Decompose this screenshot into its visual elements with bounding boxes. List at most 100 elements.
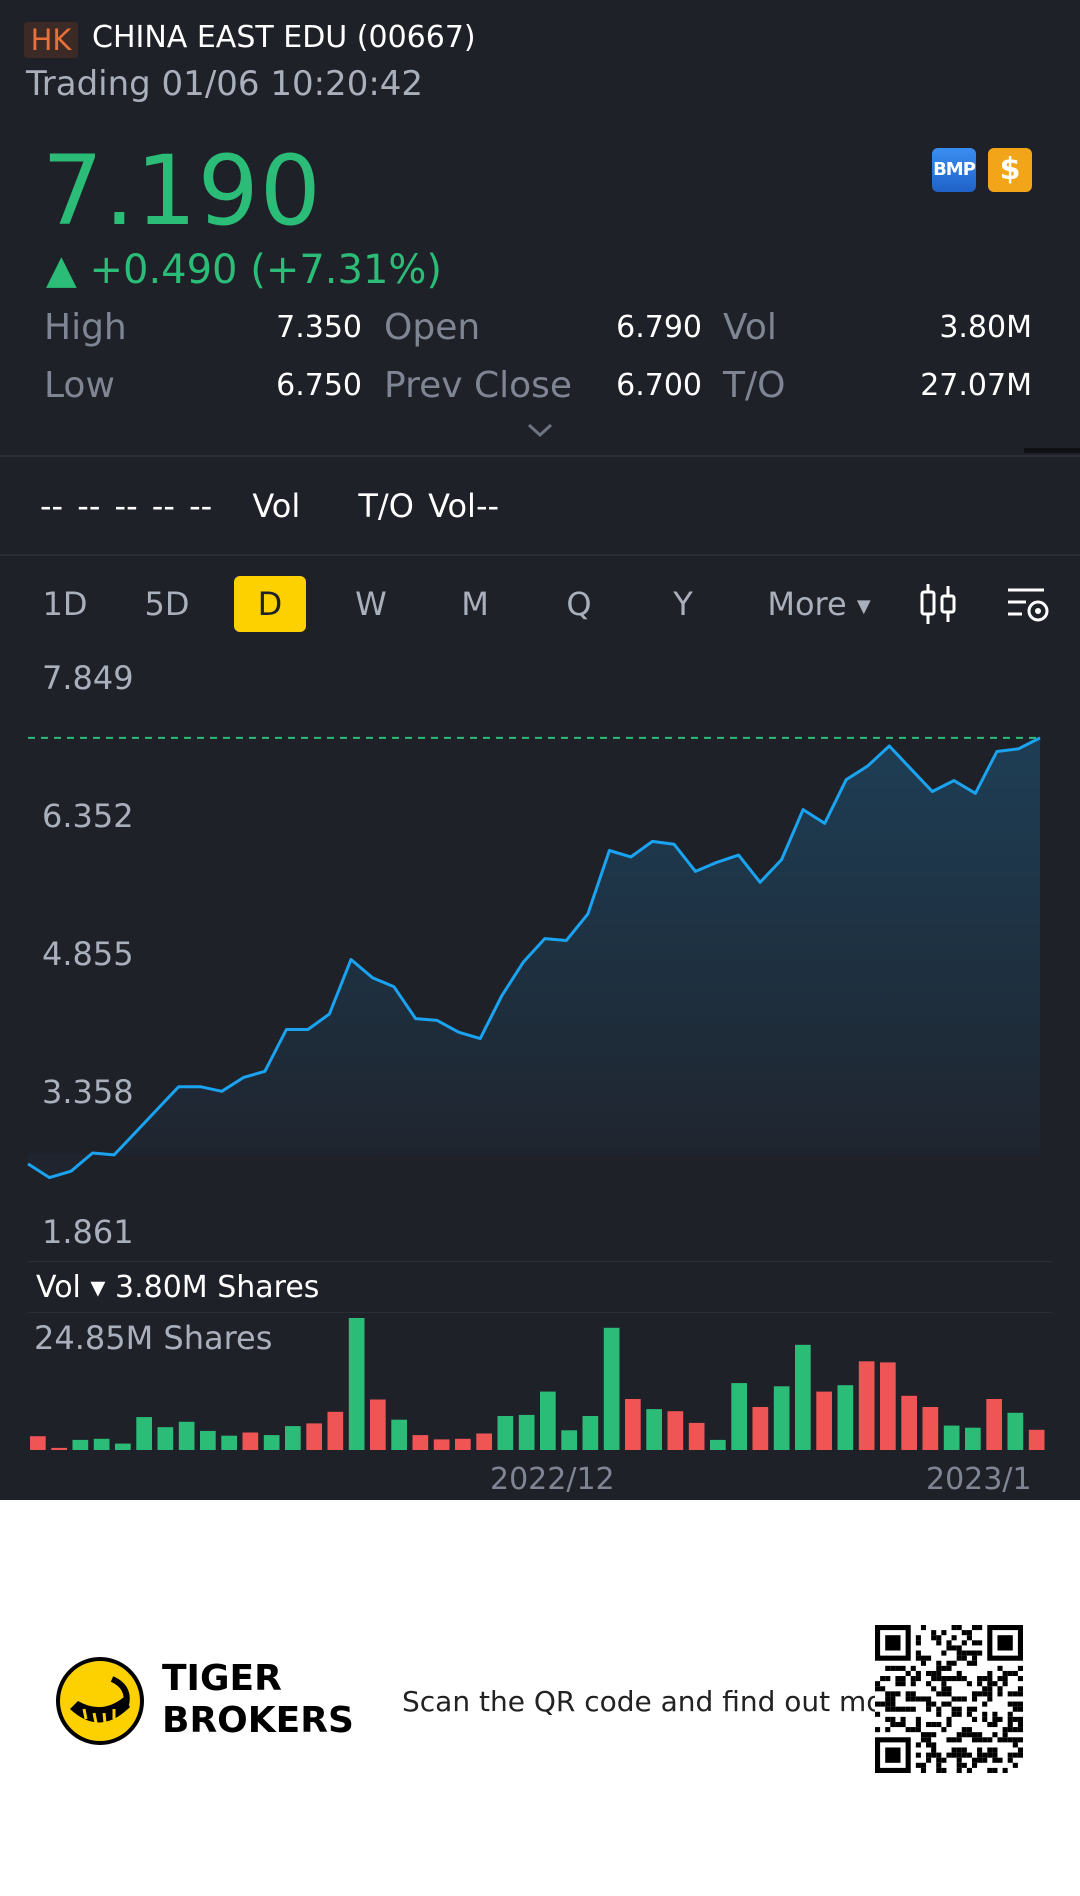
y-tick-label: 3.358 <box>42 1073 134 1111</box>
volume-bar <box>391 1419 407 1450</box>
y-tick-label: 7.849 <box>42 659 134 697</box>
divider <box>0 554 1080 556</box>
volume-bar <box>221 1435 237 1450</box>
price-area-fill <box>28 737 1040 1178</box>
tab-y[interactable]: Y <box>673 585 693 623</box>
volume-bar <box>157 1427 174 1450</box>
tiger-logo <box>56 1657 144 1745</box>
brand-line-1: TIGER <box>162 1658 282 1699</box>
volume-bar <box>795 1344 811 1450</box>
volume-bar <box>327 1411 344 1450</box>
volume-bar <box>837 1385 854 1450</box>
brand-line-2: BROKERS <box>162 1700 354 1741</box>
volume-bar <box>646 1409 662 1450</box>
turnover-label: T/O <box>723 365 786 406</box>
open-value: 6.790 <box>616 310 702 345</box>
volume-bar <box>30 1436 46 1450</box>
scan-prompt: Scan the QR code and find out more <box>402 1685 912 1718</box>
volume-bar <box>242 1432 259 1450</box>
candlestick-icon[interactable] <box>914 580 962 628</box>
volume-bar <box>285 1426 301 1450</box>
low-label: Low <box>44 365 115 406</box>
volume-bar <box>518 1414 535 1450</box>
volume-bar <box>200 1430 216 1450</box>
ma-placeholders: -- -- -- -- -- <box>40 487 213 525</box>
volume-bar <box>625 1399 641 1450</box>
trading-status: Trading 01/06 10:20:42 <box>26 64 424 104</box>
prev-close-value: 6.700 <box>616 368 702 403</box>
volume-bar <box>688 1422 705 1450</box>
volume-bar <box>561 1430 577 1450</box>
chart-settings-icon[interactable] <box>1004 580 1052 628</box>
tab-m[interactable]: M <box>461 585 489 623</box>
volume-bar <box>731 1383 747 1450</box>
y-tick-label: 1.861 <box>42 1213 134 1251</box>
volume-bar-chart[interactable] <box>0 1310 1080 1460</box>
dollar-icon[interactable]: $ <box>988 148 1032 192</box>
tab-q[interactable]: Q <box>566 585 592 623</box>
divider <box>28 1261 1052 1262</box>
indicator-vol: Vol <box>252 487 301 525</box>
volume-bar <box>1007 1412 1024 1450</box>
tab-5d[interactable]: 5D <box>144 585 190 623</box>
high-value: 7.350 <box>276 310 362 345</box>
volume-bar <box>93 1438 110 1450</box>
brand-name: TIGER BROKERS <box>162 1658 354 1742</box>
volume-bar <box>752 1407 769 1450</box>
divider <box>28 1312 1052 1313</box>
prev-close-label: Prev Close <box>384 365 573 406</box>
volume-bar <box>667 1411 684 1450</box>
volume-bar <box>306 1423 322 1450</box>
volume-bar <box>348 1318 365 1450</box>
volume-bar <box>263 1435 280 1450</box>
volume-bar <box>51 1447 67 1450</box>
indicator-to-vol: T/O Vol-- <box>358 487 500 525</box>
volume-bar <box>412 1435 429 1450</box>
scroll-indicator <box>1024 448 1080 453</box>
price-series-line <box>27 736 1041 1180</box>
last-price: 7.190 <box>42 135 322 247</box>
y-tick-label: 6.352 <box>42 797 134 835</box>
volume-bar <box>603 1327 620 1450</box>
x-tick-label: 2022/12 <box>490 1462 615 1497</box>
volume-bar <box>710 1439 726 1450</box>
price-line-chart[interactable] <box>0 600 1080 1260</box>
volume-bar <box>540 1391 556 1450</box>
volume-bar <box>178 1421 195 1450</box>
volume-bar <box>476 1433 492 1450</box>
indicator-row[interactable]: -- -- -- -- -- Vol T/O Vol-- <box>40 482 499 530</box>
caret-down-icon: ▼ <box>856 596 871 617</box>
volume-bar <box>582 1416 599 1450</box>
tab-more[interactable]: More ▼ <box>754 576 884 632</box>
stock-quote-screen: HK CHINA EAST EDU (00667) Trading 01/06 … <box>0 0 1080 1500</box>
volume-bar <box>943 1425 960 1450</box>
stock-name: CHINA EAST EDU (00667) <box>92 20 476 55</box>
bmp-icon[interactable]: BMP <box>932 148 976 192</box>
divider <box>0 455 1080 457</box>
vol-label: Vol <box>723 307 777 348</box>
x-tick-label: 2023/1 <box>926 1462 1032 1497</box>
volume-bar <box>880 1362 896 1450</box>
volume-bar <box>455 1438 471 1450</box>
volume-bar <box>497 1416 514 1450</box>
volume-header[interactable]: Vol ▾ 3.80M Shares <box>36 1270 320 1305</box>
open-label: Open <box>384 307 481 348</box>
volume-bar <box>816 1391 832 1450</box>
volume-bar <box>858 1361 875 1450</box>
chevron-down-icon[interactable] <box>526 418 554 442</box>
market-badge: HK <box>24 22 78 58</box>
volume-bar <box>986 1399 1002 1450</box>
turnover-value: 27.07M <box>920 368 1032 403</box>
vol-value: 3.80M <box>939 310 1032 345</box>
volume-bar <box>1028 1429 1045 1450</box>
qr-code[interactable] <box>875 1625 1023 1773</box>
volume-bar <box>901 1395 917 1450</box>
tab-more-label: More <box>767 585 847 623</box>
tab-d[interactable]: D <box>234 576 306 632</box>
y-tick-label: 4.855 <box>42 935 134 973</box>
volume-bar <box>72 1439 89 1450</box>
tab-1d[interactable]: 1D <box>42 585 88 623</box>
tab-w[interactable]: W <box>355 585 387 623</box>
volume-bar <box>115 1443 131 1450</box>
volume-bar <box>136 1417 152 1450</box>
